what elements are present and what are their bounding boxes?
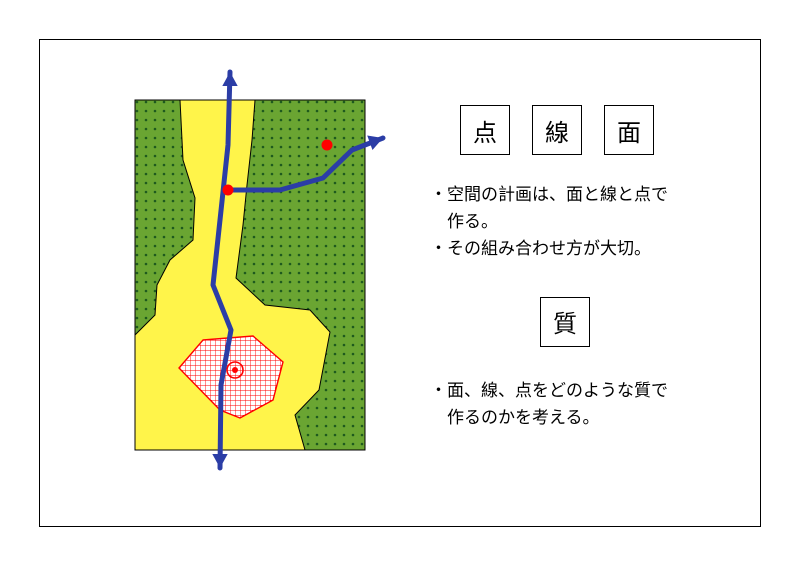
body-text: 空間の計画は、面と線と点で <box>447 181 668 208</box>
concept-box-line: 線 <box>532 105 582 155</box>
body-text: 作るのかを考える。 <box>447 404 600 431</box>
body-text: 作る。 <box>447 208 498 235</box>
concept-box-quality: 質 <box>540 297 590 347</box>
concept-box-point: 点 <box>460 105 510 155</box>
concept-box-area: 面 <box>604 105 654 155</box>
concept-boxes-row: 点 線 面 <box>460 105 730 155</box>
body-text: 面、線、点をどのような質で <box>447 377 668 404</box>
section2-text: ・面、線、点をどのような質で ・作るのかを考える。 <box>430 377 730 431</box>
text-column: 点 線 面 ・空間の計画は、面と線と点で ・作る。 ・その組み合わせ方が大切。 … <box>430 105 730 465</box>
slide-frame: 点 線 面 ・空間の計画は、面と線と点で ・作る。 ・その組み合わせ方が大切。 … <box>39 39 761 527</box>
section1-text: ・空間の計画は、面と線と点で ・作る。 ・その組み合わせ方が大切。 <box>430 181 730 263</box>
diagram-svg <box>105 60 395 480</box>
body-text: その組み合わせ方が大切。 <box>447 235 651 262</box>
spatial-diagram <box>135 100 365 450</box>
